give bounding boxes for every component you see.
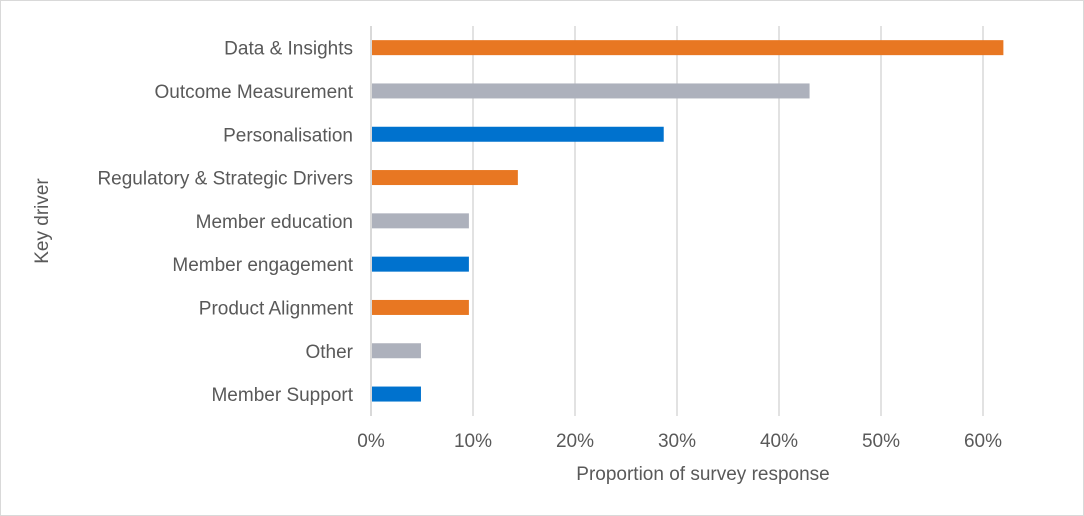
x-tick-label: 20% — [556, 431, 594, 452]
bar — [372, 299, 469, 315]
bar — [372, 170, 518, 186]
x-tick-label: 10% — [454, 431, 492, 452]
x-tick-label: 50% — [862, 431, 900, 452]
bar — [372, 40, 1004, 56]
x-tick-label: 60% — [964, 431, 1002, 452]
x-tick-label: 40% — [760, 431, 798, 452]
category-label: Member Support — [211, 385, 353, 406]
bar — [372, 256, 469, 272]
category-label: Personalisation — [223, 125, 353, 146]
bar — [372, 343, 421, 359]
category-label: Other — [305, 342, 353, 363]
y-axis-title: Key driver — [32, 178, 53, 264]
category-label: Data & Insights — [224, 39, 353, 60]
bar — [372, 386, 421, 402]
category-label: Outcome Measurement — [154, 82, 353, 103]
x-axis-title: Proportion of survey response — [576, 464, 829, 485]
x-tick-label: 0% — [357, 431, 385, 452]
bar — [372, 83, 810, 99]
x-tick-label: 30% — [658, 431, 696, 452]
bar — [372, 126, 664, 142]
category-label: Regulatory & Strategic Drivers — [97, 169, 353, 190]
category-label: Member education — [196, 212, 353, 233]
category-label: Member engagement — [172, 255, 353, 276]
category-label: Product Alignment — [199, 298, 354, 319]
bar — [372, 213, 469, 229]
